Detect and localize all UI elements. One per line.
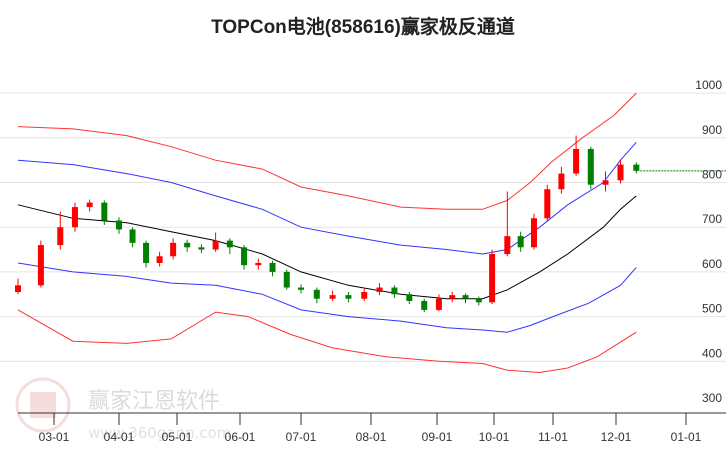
x-tick-label: 04-01: [104, 430, 135, 444]
candle: [170, 238, 177, 260]
candle: [313, 287, 320, 304]
candle: [361, 287, 368, 301]
band-lower-outer: [17, 309, 637, 374]
candle: [226, 238, 233, 255]
candle: [198, 244, 205, 254]
candle: [255, 258, 262, 270]
candle: [129, 227, 136, 248]
candle: [283, 269, 290, 290]
candle: [241, 245, 248, 270]
candle: [602, 171, 609, 192]
candle: [421, 298, 428, 313]
candle: [391, 285, 398, 298]
candle: [116, 217, 122, 234]
candle: [517, 231, 524, 252]
candle: [504, 191, 511, 257]
candle: [633, 162, 640, 174]
x-tick-label: 05-01: [162, 430, 193, 444]
candle: [86, 199, 93, 212]
candle: [329, 290, 336, 301]
y-tick-label: 400: [702, 346, 722, 360]
candle: [462, 293, 469, 304]
candle: [15, 278, 21, 295]
candle: [345, 292, 352, 303]
x-tick-label: 06-01: [225, 430, 256, 444]
x-tick-label: 08-01: [356, 430, 387, 444]
band-lower-inner: [17, 262, 637, 333]
watermark-logo: 赢家江恩软件 www.360gann.com: [15, 377, 231, 442]
y-tick-label: 700: [702, 212, 722, 226]
candle: [475, 296, 482, 306]
x-tick-label: 12-01: [601, 430, 632, 444]
y-tick-label: 500: [702, 302, 722, 316]
x-tick-label: 07-01: [286, 430, 317, 444]
chart-title: TOPCon电池(858616)赢家极反通道: [211, 17, 515, 38]
watermark-url: www.360gann.com: [88, 424, 231, 442]
candle: [298, 284, 304, 294]
candle: [587, 146, 594, 190]
candle: [57, 211, 64, 250]
candle: [184, 239, 191, 252]
candle: [489, 249, 496, 305]
candle: [406, 292, 413, 305]
x-tick-label: 03-01: [39, 430, 70, 444]
candle: [435, 294, 442, 312]
candle: [37, 240, 44, 288]
y-tick-label: 900: [702, 123, 722, 137]
candle: [71, 202, 78, 232]
x-tick-label: 10-01: [479, 430, 510, 444]
candle: [376, 283, 383, 296]
candle: [212, 232, 219, 252]
x-tick-label: 09-01: [422, 430, 453, 444]
candle: [269, 260, 276, 277]
candle: [156, 251, 163, 267]
band-middle: [17, 195, 637, 300]
candle: [101, 200, 108, 225]
candle: [530, 213, 537, 250]
candle: [143, 240, 150, 268]
band-upper-outer: [17, 92, 637, 210]
y-tick-label: 800: [702, 168, 722, 182]
band-upper-inner: [17, 141, 637, 255]
candle: [449, 291, 456, 303]
candle: [544, 184, 551, 222]
candle: [558, 166, 565, 194]
watermark-name: 赢家江恩软件: [88, 389, 220, 414]
y-tick-label: 600: [702, 257, 722, 271]
candle: [573, 135, 580, 176]
x-tick-label: 11-01: [538, 430, 568, 444]
y-tick-label: 300: [702, 391, 722, 405]
x-tick-label: 01-01: [671, 430, 702, 444]
y-tick-label: 1000: [695, 78, 722, 92]
candle: [617, 160, 624, 184]
